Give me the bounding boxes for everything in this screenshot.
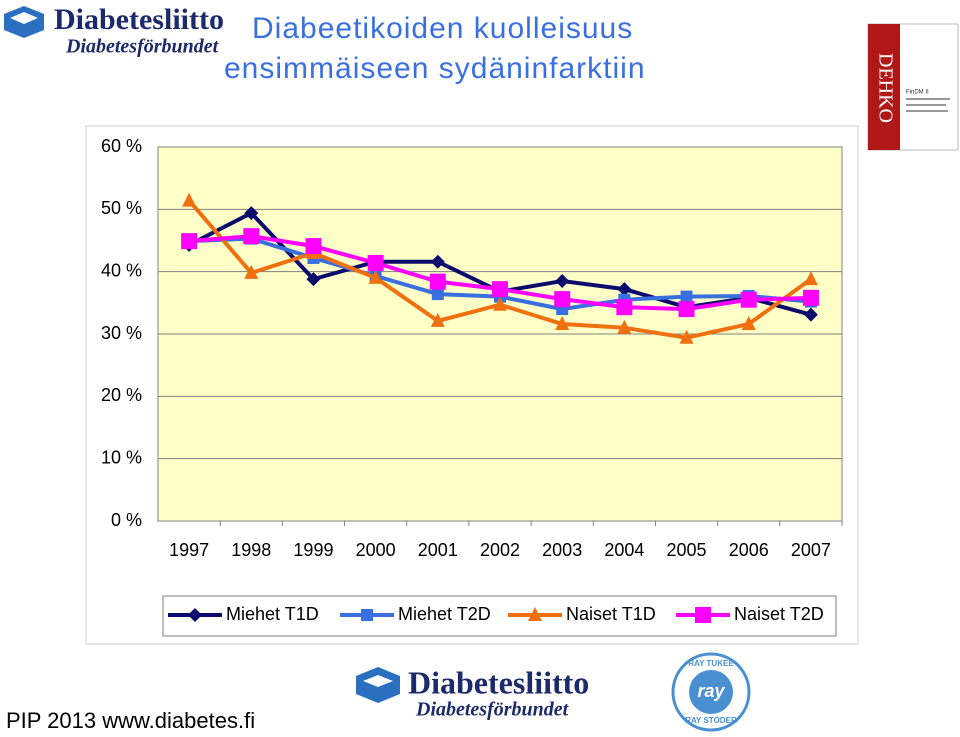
marker bbox=[741, 316, 756, 331]
x-tick-label: 1999 bbox=[293, 540, 333, 560]
report-line bbox=[906, 98, 950, 100]
x-tick-label: 2005 bbox=[667, 540, 707, 560]
report-label: FinDM II bbox=[906, 90, 929, 96]
marker bbox=[244, 206, 259, 221]
marker bbox=[679, 329, 694, 344]
report-line bbox=[906, 104, 946, 106]
marker bbox=[803, 271, 818, 286]
marker bbox=[493, 296, 507, 311]
legend-marker bbox=[188, 608, 202, 622]
chart-frame bbox=[85, 125, 859, 645]
x-tick-label: 2001 bbox=[418, 540, 458, 560]
marker bbox=[431, 288, 444, 301]
logo-text: Diabetesliitto bbox=[54, 3, 224, 36]
y-tick-label: 30 % bbox=[101, 323, 142, 343]
y-tick-label: 10 % bbox=[101, 447, 142, 467]
chart-title: Diabeetikoiden kuolleisuus bbox=[252, 12, 633, 45]
marker bbox=[430, 312, 445, 327]
report-line bbox=[906, 110, 948, 112]
ray-text: ray bbox=[697, 681, 725, 701]
x-tick-label: 2007 bbox=[791, 540, 831, 560]
marker bbox=[244, 264, 259, 279]
marker bbox=[181, 233, 198, 250]
marker bbox=[616, 299, 633, 316]
report-spine bbox=[868, 24, 900, 150]
ray-bottom-text: RAY STÖDER bbox=[685, 716, 737, 725]
marker bbox=[367, 254, 384, 271]
marker bbox=[740, 291, 757, 308]
legend-label: Miehet T1D bbox=[226, 604, 319, 624]
marker bbox=[617, 319, 632, 334]
ray-core bbox=[689, 670, 733, 714]
marker bbox=[554, 291, 571, 308]
legend-marker bbox=[361, 609, 373, 621]
marker bbox=[555, 316, 570, 331]
x-tick-label: 2003 bbox=[542, 540, 582, 560]
x-tick-label: 1998 bbox=[231, 540, 271, 560]
marker bbox=[430, 254, 445, 269]
logo-top: Diabetesliitto Diabetesförbundet bbox=[4, 3, 224, 58]
marker bbox=[368, 269, 383, 284]
y-tick-label: 60 % bbox=[101, 136, 142, 156]
ray-logo: RAY TUKEE ray RAY STÖDER bbox=[671, 652, 751, 732]
legend-label: Miehet T2D bbox=[398, 604, 491, 624]
marker bbox=[305, 238, 322, 255]
x-tick-label: 2002 bbox=[480, 540, 520, 560]
x-tick-label: 1997 bbox=[169, 540, 209, 560]
x-tick-label: 2004 bbox=[604, 540, 644, 560]
marker bbox=[803, 307, 818, 322]
logo-icon-detail bbox=[363, 675, 393, 687]
marker bbox=[555, 274, 570, 289]
logo-subtext: Diabetesförbundet bbox=[65, 36, 220, 58]
marker bbox=[680, 290, 693, 303]
marker bbox=[492, 281, 508, 298]
marker bbox=[429, 273, 446, 290]
ray-top-text: RAY TUKEE bbox=[688, 659, 734, 668]
y-tick-label: 50 % bbox=[101, 198, 142, 218]
legend-marker bbox=[695, 607, 711, 623]
logo-subtext: Diabetesförbundet bbox=[415, 699, 570, 721]
marker bbox=[306, 272, 321, 287]
marker bbox=[182, 192, 197, 207]
marker bbox=[617, 282, 632, 297]
logo-icon-detail bbox=[10, 12, 38, 24]
y-tick-label: 20 % bbox=[101, 385, 142, 405]
report-cover: DEHKO FinDM II bbox=[867, 23, 959, 151]
y-tick-label: 40 % bbox=[101, 260, 142, 280]
legend-label: Naiset T1D bbox=[566, 604, 656, 624]
logo-bottom: Diabetesliitto Diabetesförbundet bbox=[356, 664, 589, 721]
footer: PIP 2013 www.diabetes.fi bbox=[6, 708, 255, 733]
marker bbox=[243, 228, 260, 245]
report-spine-text: DEHKO bbox=[874, 53, 896, 123]
y-tick-label: 0 % bbox=[111, 510, 142, 530]
logo-text: Diabetesliitto bbox=[408, 664, 589, 700]
x-tick-label: 2000 bbox=[356, 540, 396, 560]
chart-title: ensimmäiseen sydäninfarktiin bbox=[224, 52, 646, 85]
marker bbox=[678, 301, 695, 318]
marker bbox=[802, 289, 819, 306]
x-tick-label: 2006 bbox=[729, 540, 769, 560]
chart: 0 % 10 % 20 % 30 % 40 % 50 % 60 % 1997 1998 1999 2… bbox=[101, 136, 843, 637]
legend-label: Naiset T2D bbox=[734, 604, 824, 624]
legend-marker bbox=[528, 607, 542, 621]
